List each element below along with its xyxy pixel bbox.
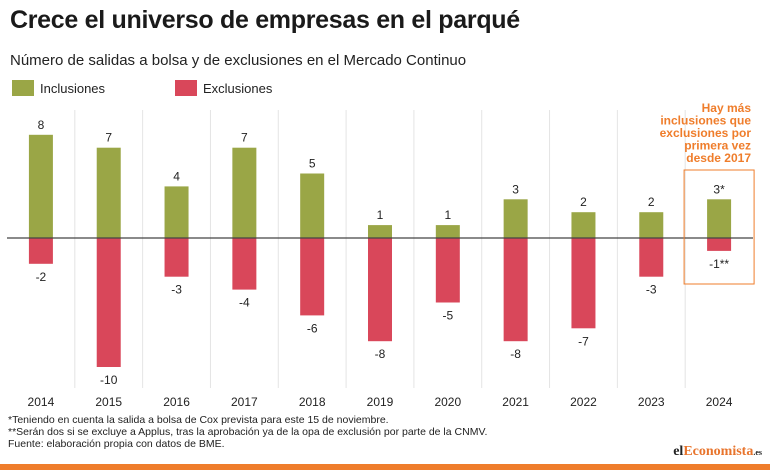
footnote-cox: *Teniendo en cuenta la salida a bolsa de… — [8, 414, 389, 426]
legend-item-exclusiones: Exclusiones — [175, 80, 272, 96]
bar-inclusiones-2016 — [164, 186, 189, 238]
bar-inclusiones-2019 — [368, 225, 392, 238]
bar-inclusiones-2018 — [300, 173, 325, 238]
bar-inclusiones-2022 — [571, 212, 596, 238]
legend-label-inclusiones: Inclusiones — [40, 80, 106, 96]
label-exclusiones-2021: -8 — [510, 347, 521, 361]
x-tick-2022: 2022 — [570, 395, 597, 409]
legend-item-inclusiones: Inclusiones — [12, 80, 105, 96]
label-inclusiones-2022: 2 — [580, 195, 587, 209]
legend-swatch-exclusiones — [175, 80, 197, 96]
x-tick-2021: 2021 — [502, 395, 529, 409]
bar-exclusiones-2021 — [503, 238, 528, 342]
x-tick-2017: 2017 — [231, 395, 258, 409]
chart-title: Crece el universo de empresas en el parq… — [10, 6, 520, 34]
x-tick-2024: 2024 — [706, 395, 733, 409]
bar-exclusiones-2015 — [96, 238, 121, 367]
bar-exclusiones-2014 — [28, 238, 53, 264]
bar-exclusiones-2020 — [435, 238, 460, 303]
x-tick-2020: 2020 — [434, 395, 461, 409]
legend-label-exclusiones: Exclusiones — [203, 80, 273, 96]
x-tick-2016: 2016 — [163, 395, 190, 409]
label-inclusiones-2019: 1 — [377, 208, 384, 222]
bar-inclusiones-2024 — [707, 199, 732, 238]
bar-exclusiones-2016 — [164, 238, 189, 277]
bar-inclusiones-2017 — [232, 147, 257, 238]
x-tick-2023: 2023 — [638, 395, 665, 409]
label-exclusiones-2022: -7 — [578, 334, 589, 348]
bar-exclusiones-2019 — [368, 238, 392, 342]
legend-swatch-inclusiones — [12, 80, 34, 96]
bar-exclusiones-2022 — [571, 238, 596, 329]
label-exclusiones-2024: -1** — [709, 257, 729, 271]
label-inclusiones-2017: 7 — [241, 131, 248, 145]
x-tick-2014: 2014 — [28, 395, 55, 409]
label-inclusiones-2024: 3* — [713, 182, 725, 196]
label-inclusiones-2015: 7 — [105, 131, 112, 145]
x-tick-2019: 2019 — [367, 395, 394, 409]
footnote-applus: **Serán dos si se excluye a Applus, tras… — [8, 426, 488, 438]
bar-exclusiones-2023 — [639, 238, 664, 277]
label-inclusiones-2023: 2 — [648, 195, 655, 209]
label-inclusiones-2020: 1 — [444, 208, 451, 222]
eleconomista-logo: elEconomista.es — [673, 444, 762, 459]
bar-inclusiones-2015 — [96, 147, 121, 238]
label-inclusiones-2014: 8 — [38, 118, 45, 132]
label-exclusiones-2023: -3 — [646, 283, 657, 297]
bar-inclusiones-2020 — [435, 225, 460, 238]
label-inclusiones-2021: 3 — [512, 182, 519, 196]
bar-exclusiones-2018 — [300, 238, 325, 316]
bar-exclusiones-2024 — [707, 238, 732, 251]
footnote-source: Fuente: elaboración propia con datos de … — [8, 438, 225, 450]
footnotes: *Teniendo en cuenta la salida a bolsa de… — [8, 414, 487, 450]
annotation-box-2024 — [683, 169, 755, 285]
annotation-text: Hay más inclusiones que exclusiones por pri… — [660, 101, 752, 165]
bar-inclusiones-2021 — [503, 199, 528, 238]
bottom-accent-bar — [0, 464, 770, 470]
label-exclusiones-2019: -8 — [375, 347, 386, 361]
bar-inclusiones-2023 — [639, 212, 664, 238]
label-exclusiones-2014: -2 — [36, 270, 47, 284]
label-exclusiones-2015: -10 — [100, 373, 118, 387]
chart-subtitle: Número de salidas a bolsa y de exclusion… — [10, 52, 467, 69]
x-tick-2018: 2018 — [299, 395, 326, 409]
label-exclusiones-2018: -6 — [307, 321, 318, 335]
label-exclusiones-2017: -4 — [239, 296, 250, 310]
label-inclusiones-2018: 5 — [309, 157, 316, 171]
label-exclusiones-2020: -5 — [442, 309, 453, 323]
x-tick-2015: 2015 — [95, 395, 122, 409]
label-inclusiones-2016: 4 — [173, 169, 180, 183]
bar-inclusiones-2014 — [28, 134, 53, 238]
label-exclusiones-2016: -3 — [171, 283, 182, 297]
bar-exclusiones-2017 — [232, 238, 257, 290]
